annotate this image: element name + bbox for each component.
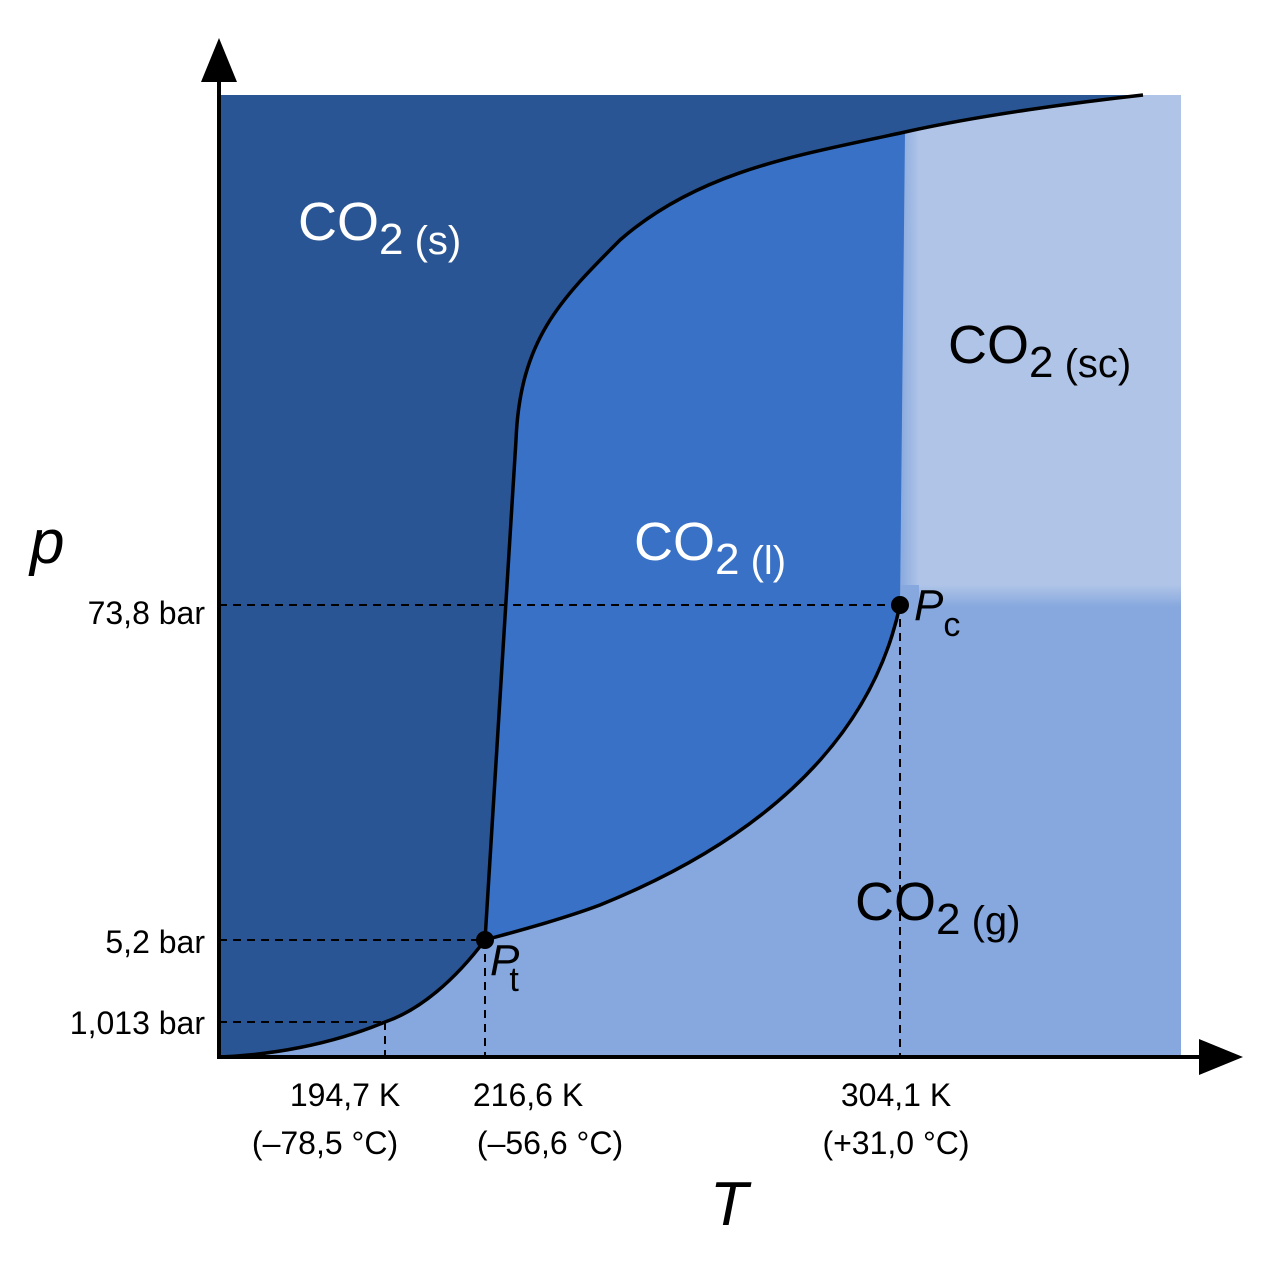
melting-curve — [483, 93, 1144, 941]
x-tick-kelvin: 194,7 K — [290, 1077, 400, 1113]
x-tick-kelvin: 216,6 K — [473, 1077, 583, 1113]
y-axis-arrow — [201, 38, 237, 82]
y-axis-title: p — [28, 508, 64, 577]
gas-region-label: CO2 (g) — [855, 872, 1020, 944]
x-axis-title: T — [710, 1170, 752, 1239]
solid-region-label: CO2 (s) — [298, 192, 461, 264]
x-tick-celsius: (–78,5 °C) — [252, 1125, 398, 1161]
y-tick-label: 73,8 bar — [88, 595, 206, 631]
x-tick-celsius: (+31,0 °C) — [822, 1125, 969, 1161]
vaporization-curve — [484, 604, 902, 942]
x-tick-celsius: (–56,6 °C) — [477, 1125, 623, 1161]
solid-region — [219, 95, 1143, 1057]
critical-point-marker — [891, 596, 909, 614]
supercritical-region-label: CO2 (sc) — [948, 315, 1131, 387]
y-tick-label: 1,013 bar — [70, 1005, 206, 1041]
y-tick-label: 5,2 bar — [105, 924, 205, 960]
x-axis-arrow — [1199, 1039, 1243, 1075]
triple-point-marker — [476, 931, 494, 949]
supercritical-region — [919, 95, 1181, 585]
liquid-region — [485, 132, 905, 940]
critical-point-label: Pc — [914, 581, 960, 644]
triple-point-label: Pt — [490, 936, 520, 999]
x-tick-kelvin: 304,1 K — [841, 1077, 951, 1113]
guide-lines — [219, 604, 901, 1057]
liquid-region-label: CO2 (l) — [634, 512, 786, 584]
supercritical-fade-bottom — [919, 585, 1181, 607]
